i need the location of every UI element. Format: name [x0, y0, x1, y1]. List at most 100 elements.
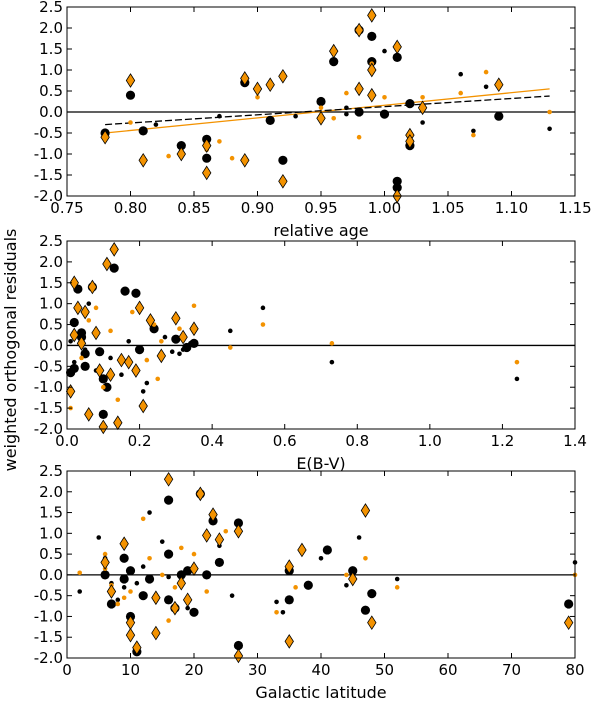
x-tick-label: 0.95 — [304, 199, 337, 217]
data-point-large — [284, 595, 294, 605]
data-point-diamond — [113, 415, 123, 431]
data-point-diamond — [73, 300, 83, 316]
data-point-small — [458, 71, 464, 77]
data-point-diamond — [367, 8, 377, 23]
data-point-large — [164, 595, 174, 605]
data-point-diamond — [151, 590, 161, 606]
data-point-small — [140, 516, 146, 522]
data-point-small — [514, 359, 520, 365]
data-point-diamond — [91, 325, 101, 341]
data-point-small — [420, 95, 425, 100]
data-point-diamond — [109, 242, 119, 257]
y-tick-label: 2.5 — [39, 462, 63, 480]
x-tick-label: 1.4 — [563, 432, 587, 450]
y-tick-label: -0.5 — [34, 357, 63, 375]
data-point-small — [471, 128, 476, 134]
data-point-diamond — [265, 77, 275, 93]
data-point-diamond — [65, 384, 76, 399]
data-point-diamond — [145, 313, 156, 328]
data-point-large — [120, 286, 130, 296]
data-point-diamond — [178, 329, 188, 345]
data-point-large — [131, 288, 141, 298]
data-point-small — [100, 384, 106, 390]
data-point-small — [102, 551, 108, 557]
data-point-small — [255, 95, 260, 100]
data-point-diamond — [170, 600, 180, 616]
data-point-large — [69, 317, 79, 328]
x-tick-label: 0.0 — [55, 432, 79, 450]
data-point-diamond — [202, 138, 212, 153]
data-point-small — [420, 120, 425, 125]
data-point-large — [360, 605, 371, 615]
data-point-large — [214, 557, 224, 568]
data-point-large — [322, 545, 332, 555]
data-point-small — [191, 551, 197, 557]
data-point-diamond — [100, 129, 110, 145]
data-point-diamond — [189, 561, 199, 577]
data-point-small — [115, 397, 121, 403]
data-point-diamond — [494, 77, 504, 93]
data-point-small — [344, 572, 349, 578]
data-point-large — [171, 334, 181, 344]
data-point-small — [177, 351, 182, 357]
data-point-diamond — [189, 321, 199, 337]
data-point-large — [134, 345, 145, 355]
panel-relative-age: relative age 0.75 0.80 0.85 0.90 0.95 1.00 1.0… — [34, 0, 592, 240]
data-point-small — [382, 48, 387, 54]
data-point-small — [318, 105, 324, 111]
data-point-diamond — [278, 68, 288, 84]
data-point-large — [125, 566, 136, 576]
data-point-small — [344, 90, 349, 96]
data-point-small — [185, 605, 190, 611]
data-point-small — [159, 539, 165, 544]
data-point-diamond — [284, 634, 294, 649]
data-point-large — [265, 115, 275, 125]
data-point-small — [191, 303, 197, 309]
x-tick-label: 80 — [565, 661, 584, 679]
x-axis-label-ebv: E(B-V) — [296, 454, 345, 473]
data-point-small — [147, 555, 152, 561]
data-point-small — [229, 155, 235, 161]
y-tick-label: -1.5 — [34, 628, 63, 646]
data-point-small — [274, 599, 279, 605]
x-tick-label: 1.2 — [490, 432, 514, 450]
data-point-diamond — [176, 146, 186, 162]
data-point-small — [227, 328, 233, 334]
data-point-large — [164, 495, 174, 505]
y-tick-label: 1.0 — [39, 295, 63, 313]
y-tick-label: 2.0 — [39, 253, 63, 271]
y-tick-label: 1.0 — [39, 61, 63, 79]
data-point-small — [77, 589, 82, 594]
data-point-small — [144, 380, 150, 386]
y-tick-label: 0.5 — [39, 316, 63, 334]
axes-frame — [66, 240, 576, 430]
data-point-diamond — [176, 575, 186, 591]
data-point-small — [68, 338, 73, 344]
data-point-diamond — [163, 471, 174, 487]
data-point-small — [71, 359, 77, 365]
data-point-small — [547, 126, 552, 132]
y-tick-label: 1.5 — [39, 504, 63, 522]
data-point-large — [278, 155, 288, 165]
data-point-small — [280, 609, 286, 615]
y-tick-label: -2.0 — [34, 649, 63, 667]
data-point-small — [204, 589, 209, 594]
data-point-diamond — [202, 165, 212, 181]
x-tick-label: 0.90 — [241, 199, 274, 217]
data-point-small — [344, 582, 349, 588]
y-tick-label: 0.5 — [39, 545, 63, 563]
data-point-diamond — [214, 532, 225, 547]
data-point-small — [471, 132, 476, 138]
data-point-small — [177, 326, 182, 332]
data-point-small — [329, 359, 335, 365]
data-point-diamond — [405, 134, 415, 149]
y-tick-label: -1.5 — [34, 166, 63, 184]
data-point-large — [80, 349, 90, 359]
data-point-large — [182, 342, 192, 353]
data-point-large — [138, 126, 148, 136]
x-tick-label: 20 — [184, 661, 203, 679]
data-point-diamond — [354, 81, 364, 97]
data-point-small — [134, 580, 140, 586]
y-tick-label: 0.0 — [39, 566, 63, 584]
data-point-large — [379, 109, 390, 119]
